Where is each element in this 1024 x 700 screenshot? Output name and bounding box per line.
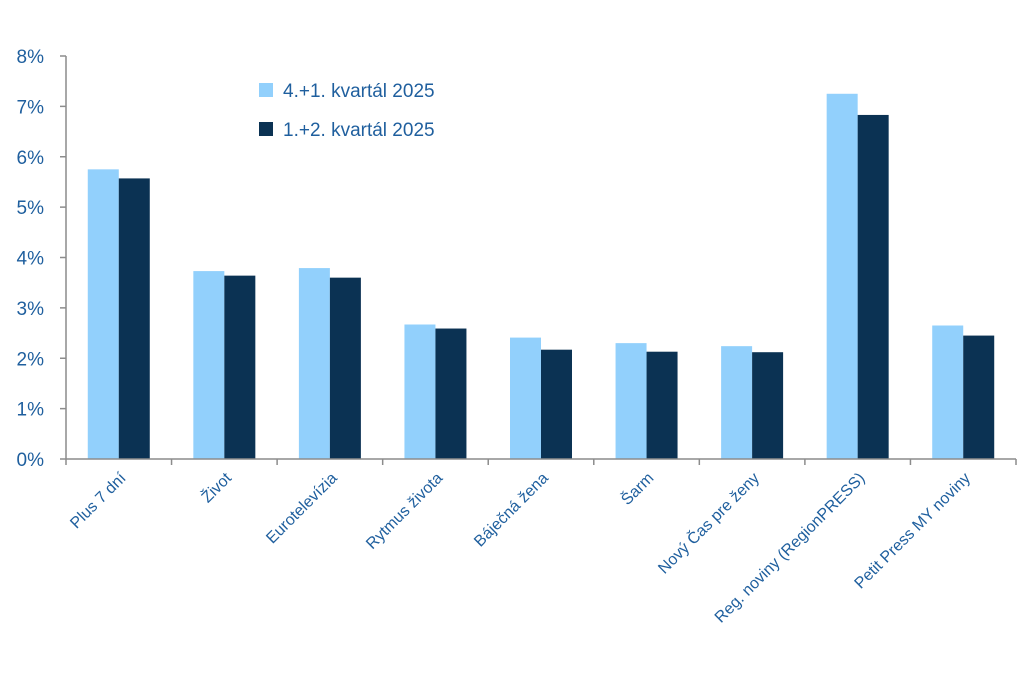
- bar-series-1: [721, 346, 753, 459]
- bar-series-2: [435, 328, 467, 459]
- bar-series-2: [541, 349, 572, 459]
- bar-series-2: [224, 275, 256, 459]
- x-tick-label: Báječná žena: [471, 470, 552, 551]
- bar-series-2: [118, 178, 150, 459]
- x-tick-label: Šarm: [617, 468, 657, 508]
- bar-series-1: [826, 93, 858, 459]
- bar-series-2: [857, 114, 889, 459]
- y-axis-ticks: 0% 1% 2% 3% 4% 5% 6% 7% 8%: [17, 47, 66, 471]
- bar-series-1: [404, 324, 436, 459]
- legend-swatch: [259, 122, 273, 136]
- legend: 4.+1. kvartál 2025 1.+2. kvartál 2025: [259, 81, 435, 141]
- bar-series-1: [87, 169, 119, 459]
- x-tick-label: Rytmus života: [363, 470, 446, 553]
- x-tick-label: Život: [197, 468, 235, 506]
- y-tick-label: 8%: [17, 47, 45, 68]
- bar-series-2: [646, 351, 678, 459]
- y-tick-label: 3%: [17, 299, 45, 320]
- axes: [65, 56, 1017, 465]
- bar-series-2: [752, 352, 784, 459]
- y-tick-label: 0%: [17, 450, 45, 471]
- y-tick-label: 4%: [17, 249, 45, 270]
- bar-series-1: [193, 271, 225, 459]
- y-tick-label: 1%: [17, 400, 45, 421]
- y-tick-label: 7%: [17, 97, 45, 118]
- y-tick-label: 2%: [17, 349, 45, 370]
- bar-series-1: [510, 337, 541, 459]
- x-tick-label: Petit Press MY noviny: [852, 470, 974, 592]
- bar-series-2: [963, 335, 995, 459]
- y-tick-label: 5%: [17, 198, 45, 219]
- bar-series-2: [329, 277, 361, 459]
- legend-swatch: [259, 83, 273, 97]
- x-axis-labels: Plus 7 dní Život Eurotelevízia Rytmus život…: [67, 468, 974, 626]
- y-tick-label: 6%: [17, 148, 45, 169]
- x-tick-label: Eurotelevízia: [263, 470, 340, 547]
- bar-series-1: [298, 268, 330, 459]
- bar-series-1: [615, 343, 647, 459]
- legend-label: 1.+2. kvartál 2025: [283, 120, 435, 141]
- bars: [87, 93, 995, 459]
- bar-series-1: [932, 325, 964, 459]
- x-tick-label: Plus 7 dní: [67, 469, 130, 532]
- x-tick-label: Nový Čas pre ženy: [654, 468, 763, 577]
- legend-label: 4.+1. kvartál 2025: [283, 81, 435, 102]
